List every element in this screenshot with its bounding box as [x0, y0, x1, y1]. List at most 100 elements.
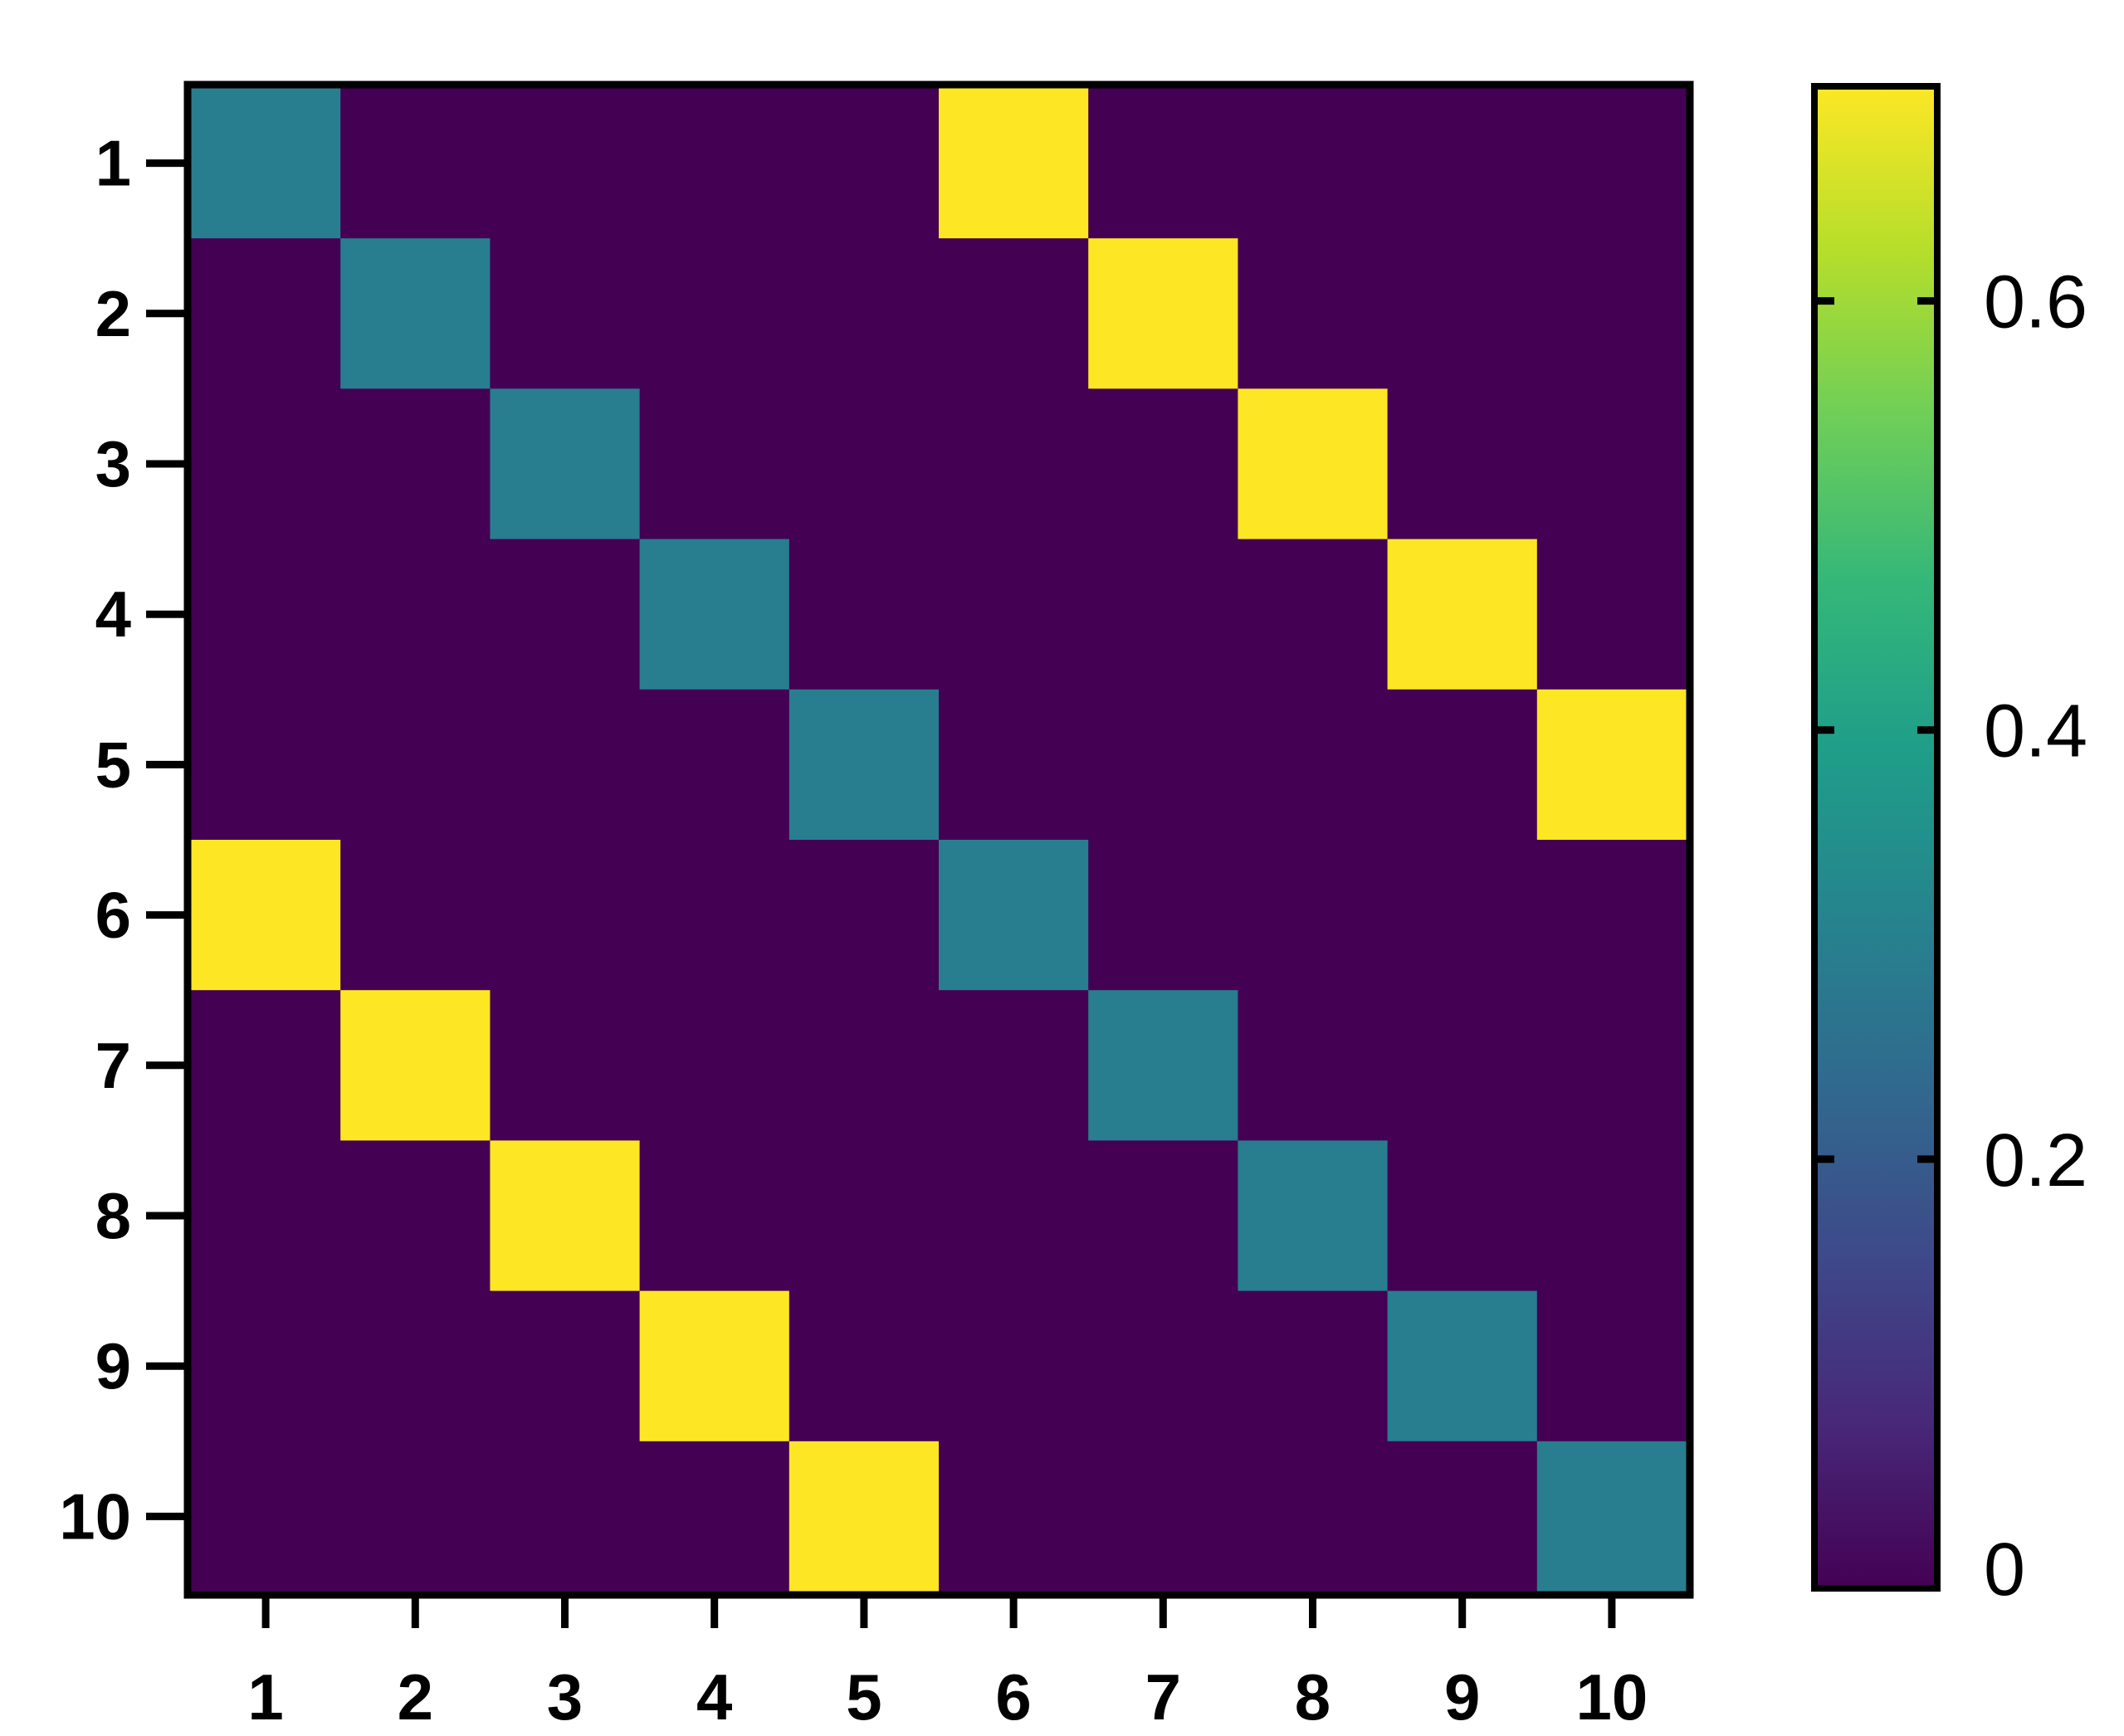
heatmap-cell — [1088, 238, 1238, 389]
heatmap-cell — [1088, 88, 1238, 239]
heatmap-cell — [939, 238, 1089, 389]
heatmap-cell — [1088, 539, 1238, 690]
heatmap-cell — [1238, 388, 1389, 540]
heatmap-cell — [490, 990, 641, 1141]
y-tick-label: 6 — [95, 879, 131, 952]
heatmap-cell — [1536, 388, 1687, 540]
heatmap-cell — [340, 238, 491, 389]
heatmap-cell — [1238, 1290, 1389, 1442]
heatmap-cell — [939, 539, 1089, 690]
heatmap-cell — [490, 840, 641, 991]
heatmap-cell — [1088, 1140, 1238, 1292]
x-tick-label: 1 — [247, 1660, 283, 1734]
heatmap-cell — [1536, 1140, 1687, 1292]
heatmap-cell — [1536, 88, 1687, 239]
heatmap-cell — [639, 388, 790, 540]
x-tick-label: 2 — [398, 1660, 433, 1734]
heatmap-cell — [789, 1290, 940, 1442]
heatmap-cell — [340, 689, 491, 841]
axes: 1 2 3 4 5 6 7 8 9 10 1 2 3 4 5 6 7 8 9 10 — [59, 127, 1648, 1734]
y-tick-label: 10 — [59, 1480, 131, 1553]
y-tick-label: 8 — [95, 1179, 131, 1252]
x-tick-label: 3 — [547, 1660, 583, 1734]
heatmap-cell — [939, 88, 1089, 239]
x-tick-label: 5 — [846, 1660, 881, 1734]
heatmap-cell — [1387, 990, 1538, 1141]
heatmap-cell — [191, 1441, 341, 1592]
heatmap-cell — [340, 1290, 491, 1442]
y-tick-label: 2 — [95, 277, 131, 350]
heatmap-cell — [939, 840, 1089, 991]
x-tick-label: 4 — [696, 1660, 732, 1734]
heatmap-cell — [340, 539, 491, 690]
heatmap-cell — [1387, 1441, 1538, 1592]
heatmap-cell — [490, 1290, 641, 1442]
heatmap-cell — [1387, 840, 1538, 991]
y-tick-label: 1 — [95, 127, 131, 200]
heatmap-cell — [1088, 689, 1238, 841]
heatmap-cell — [191, 1140, 341, 1292]
heatmap-cell — [191, 990, 341, 1141]
heatmap-cell — [939, 1441, 1089, 1592]
heatmap-cell — [789, 1140, 940, 1292]
heatmap-cell — [1536, 990, 1687, 1141]
heatmap-cell — [191, 539, 341, 690]
heatmap-cell — [490, 539, 641, 690]
heatmap-cell — [639, 1290, 790, 1442]
heatmap-cell — [789, 1441, 940, 1592]
heatmap-cell — [490, 1441, 641, 1592]
colorbar-ticks: 0 0.2 0.4 0.6 — [1814, 261, 2087, 1612]
colorbar — [1811, 83, 1941, 1592]
x-tick-label: 9 — [1444, 1660, 1480, 1734]
heatmap-cell — [1387, 388, 1538, 540]
heatmap-cell — [1536, 1290, 1687, 1442]
heatmap-cell — [789, 388, 940, 540]
colorbar-tick-label: 0.4 — [1984, 690, 2087, 773]
heatmap-cell — [1387, 1290, 1538, 1442]
heatmap-cell — [789, 840, 940, 991]
heatmap-cell — [1238, 1140, 1389, 1292]
heatmap-cell — [1238, 840, 1389, 991]
heatmap-cells — [191, 88, 1687, 1592]
y-tick-label: 3 — [95, 427, 131, 500]
heatmap-cell — [490, 238, 641, 389]
heatmap-cell — [340, 1441, 491, 1592]
heatmap-cell — [639, 689, 790, 841]
heatmap-cell — [1238, 1441, 1389, 1592]
heatmap-cell — [1238, 990, 1389, 1141]
heatmap-cell — [789, 88, 940, 239]
heatmap-cell — [639, 539, 790, 690]
heatmap-cell — [1088, 1441, 1238, 1592]
heatmap-cell — [1238, 88, 1389, 239]
heatmap-cell — [939, 388, 1089, 540]
heatmap-cell — [191, 388, 341, 540]
heatmap-cell — [639, 990, 790, 1141]
heatmap-cell — [639, 1140, 790, 1292]
heatmap-cell — [789, 990, 940, 1141]
heatmap-cell — [191, 238, 341, 389]
heatmap-cell — [1536, 1441, 1687, 1592]
heatmap-cell — [639, 840, 790, 991]
heatmap-cell — [1387, 689, 1538, 841]
heatmap-cell — [789, 238, 940, 389]
heatmap-cell — [939, 1290, 1089, 1442]
heatmap-cell — [191, 1290, 341, 1442]
heatmap-cell — [939, 689, 1089, 841]
colorbar-tick-label: 0.2 — [1984, 1119, 2087, 1202]
heatmap-cell — [1238, 689, 1389, 841]
heatmap-cell — [939, 1140, 1089, 1292]
heatmap-cell — [490, 689, 641, 841]
heatmap-cell — [340, 840, 491, 991]
heatmap-cell — [340, 388, 491, 540]
heatmap-cell — [639, 1441, 790, 1592]
colorbar-tick-label: 0 — [1984, 1529, 2025, 1612]
heatmap-cell — [340, 1140, 491, 1292]
y-tick-label: 7 — [95, 1029, 131, 1102]
heatmap-cell — [1088, 840, 1238, 991]
x-tick-label: 10 — [1576, 1660, 1648, 1734]
heatmap-cell — [789, 539, 940, 690]
heatmap-cell — [789, 689, 940, 841]
heatmap-cell — [191, 689, 341, 841]
heatmap-cell — [1536, 840, 1687, 991]
x-tick-label: 6 — [995, 1660, 1031, 1734]
